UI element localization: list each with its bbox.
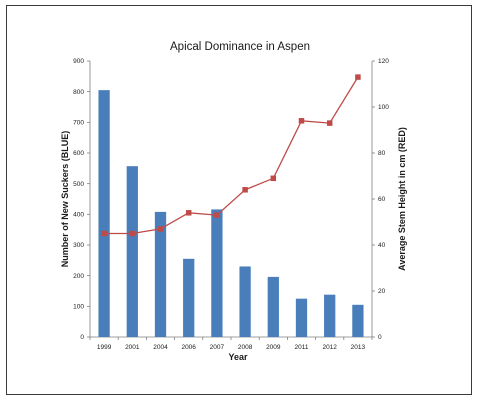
bar-1999: [98, 90, 110, 337]
line-marker-2007: [214, 212, 220, 218]
right-tick-label: 120: [378, 58, 389, 65]
left-tick-label: 0: [80, 334, 84, 341]
left-tick-label: 100: [73, 304, 84, 311]
bar-2012: [324, 294, 336, 337]
line-marker-2001: [129, 230, 136, 237]
line-marker-2008: [242, 187, 248, 193]
right-tick-label: 0: [378, 334, 382, 341]
left-tick-label: 200: [73, 273, 84, 280]
x-tick-label: 2013: [351, 344, 366, 351]
x-tick-label: 2001: [125, 344, 140, 351]
x-tick-label: 2007: [210, 344, 225, 351]
line-marker-2013: [355, 74, 361, 80]
left-tick-label: 600: [73, 150, 84, 157]
right-axis-label: Average Stem Height in cm (RED): [397, 127, 407, 271]
right-axis-ticks: 0 20 40 60 80 100 120: [372, 58, 389, 341]
line-marker-2011: [298, 118, 305, 124]
bar-2013: [352, 304, 364, 337]
right-tick-label: 60: [378, 196, 386, 203]
chart-frame: [6, 5, 472, 395]
line-marker-2012: [326, 120, 333, 126]
right-tick-label: 80: [378, 150, 386, 157]
height-line: [104, 76, 359, 235]
chart-title: Apical Dominance in Aspen: [170, 41, 310, 53]
x-tick-label: 2011: [295, 344, 309, 351]
bar-2006: [183, 258, 195, 337]
x-axis-label: Year: [228, 352, 248, 362]
bar-2008: [239, 266, 251, 337]
line-marker-2006: [185, 210, 192, 216]
x-tick-label: 2004: [153, 344, 168, 351]
left-tick-label: 900: [73, 58, 84, 65]
left-axis-label: Number of New Suckers (BLUE): [60, 131, 70, 268]
right-tick-label: 20: [378, 288, 386, 295]
x-tick-label: 2008: [238, 344, 253, 351]
left-tick-label: 700: [73, 120, 84, 127]
right-tick-label: 100: [378, 104, 389, 111]
x-axis-ticks: 1999 2001 2004 2006 2007 2008 2009 2011 2012 2013: [89, 337, 373, 351]
left-tick-label: 300: [73, 242, 84, 249]
left-tick-label: 400: [73, 212, 84, 219]
x-tick-label: 1999: [97, 344, 112, 351]
line-marker-2009: [270, 175, 277, 182]
x-tick-label: 2012: [322, 344, 337, 351]
left-tick-label: 800: [73, 89, 84, 96]
right-tick-label: 40: [378, 242, 386, 249]
bar-2011: [295, 298, 308, 337]
bar-2007: [211, 209, 223, 337]
bar-2001: [126, 166, 138, 337]
left-tick-label: 500: [73, 181, 84, 188]
bar-2004: [154, 211, 167, 337]
bar-series: [98, 90, 364, 337]
bar-2009: [267, 276, 279, 337]
line-marker-1999: [101, 230, 107, 237]
left-axis-ticks: 0 100 200 300 400 500 600 700 800 900: [73, 58, 90, 341]
x-tick-label: 2006: [181, 344, 196, 351]
line-marker-2004: [157, 226, 164, 232]
x-tick-label: 2009: [266, 344, 281, 351]
line-series: [101, 74, 361, 237]
